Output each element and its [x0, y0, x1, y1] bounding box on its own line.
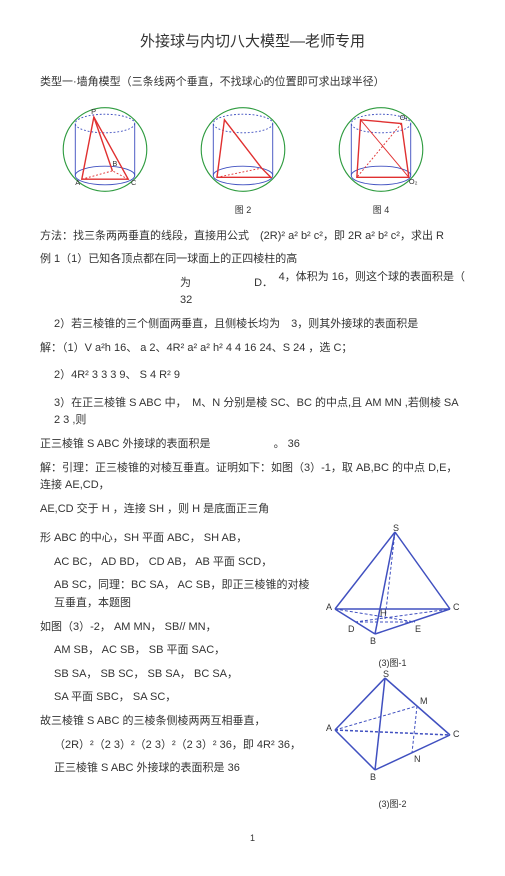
svg-text:D: D: [348, 624, 355, 634]
svg-text:P: P: [91, 107, 96, 116]
solution-3-intro: 解：引理：正三棱锥的对棱互垂直。证明如下：如图（3）-1，取 AB,BC 的中点…: [40, 460, 465, 495]
page-title: 外接球与内切八大模型—老师专用: [40, 30, 465, 54]
figure-label: (3)图-1: [320, 656, 465, 670]
solution-3-l4: AC BC， AD BD， CD AB， AB 平面 SCD，: [40, 554, 310, 572]
text: 。 36: [274, 438, 300, 450]
solution-3-l11: （2R）²（2 3）²（2 3）²（2 3）² 36，即 4R² 36，: [40, 737, 310, 755]
figure-4: O₁ O₂ 图 4: [316, 102, 446, 218]
solution-3-l9: SA 平面 SBC， SA SC，: [40, 689, 310, 707]
cylinder-figures-row: P A C B 图 2 O₁ O: [40, 102, 465, 218]
example-3-cont: 正三棱锥 S ABC 外接球的表面积是 。 36: [40, 436, 465, 454]
solution-3-l2: AE,CD 交于 H ，连接 SH ，则 H 是底面正三角: [40, 501, 465, 519]
svg-text:C: C: [453, 602, 460, 612]
svg-text:N: N: [414, 754, 421, 764]
solution-3-l8: SB SA， SB SC， SB SA， BC SA，: [40, 666, 310, 684]
svg-text:B: B: [370, 772, 376, 782]
page-number: 1: [40, 831, 465, 845]
svg-text:A: A: [326, 723, 332, 733]
solution-3-l6: 如图（3）-2， AM MN， SB// MN，: [40, 619, 310, 637]
solution-2: 2）4R² 3 3 3 9、 S 4 R² 9: [40, 367, 465, 385]
svg-text:C: C: [131, 177, 137, 186]
example-1-1: 例 1（1）已知各顶点都在同一球面上的正四棱柱的高 4，体积为 16，则这个球的…: [40, 251, 465, 269]
svg-text:E: E: [415, 624, 421, 634]
pyramid-diagram-icon: S A C B M N: [320, 670, 465, 790]
pyramid-diagram-icon: S A C B D E H: [320, 524, 465, 649]
svg-text:A: A: [326, 602, 332, 612]
example-1-2: 2）若三棱锥的三个侧面两垂直，且侧棱长均为 3，则其外接球的表面积是: [40, 316, 465, 334]
cylinder-diagram-icon: [178, 102, 308, 197]
text: 为: [180, 277, 191, 289]
svg-text:S: S: [383, 670, 389, 679]
cylinder-diagram-icon: P A C B: [40, 102, 170, 197]
pyramid-figures: S A C B D E H (3)图-1 S A C B M N (3)图: [320, 524, 465, 811]
intro-text: 类型一·墙角模型（三条线两个垂直，不找球心的位置即可求出球半径）: [40, 74, 465, 92]
solution-3-l7: AM SB， AC SB， SB 平面 SAC，: [40, 642, 310, 660]
figure-1: P A C B: [40, 102, 170, 218]
method-text: 方法：找三条两两垂直的线段，直接用公式 (2R)² a² b² c²，即 2R …: [40, 228, 465, 246]
svg-text:B: B: [370, 636, 376, 646]
svg-text:O₁: O₁: [400, 112, 409, 121]
solution-1: 解：（1）V a²h 16、 a 2、4R² a² a² h² 4 4 16 2…: [40, 340, 465, 358]
solution-3-l3: 形 ABC 的中心，SH 平面 ABC， SH AB，: [40, 530, 310, 548]
svg-text:M: M: [420, 696, 428, 706]
figure-label: 图 2: [178, 203, 308, 217]
text: D．32: [180, 277, 273, 307]
figure-label: 图 4: [316, 203, 446, 217]
example-3: 3）在正三棱锥 S ABC 中， M、N 分别是棱 SC、BC 的中点,且 AM…: [40, 395, 465, 430]
svg-text:B: B: [112, 159, 117, 168]
text: 正三棱锥 S ABC 外接球的表面积是: [40, 438, 211, 450]
figure-2: 图 2: [178, 102, 308, 218]
text: 例 1（1）已知各顶点都在同一球面上的正四棱柱的高: [40, 253, 297, 265]
svg-text:A: A: [75, 177, 80, 186]
solution-3-l10: 故三棱锥 S ABC 的三棱条侧棱两两互相垂直，: [40, 713, 310, 731]
svg-text:H: H: [380, 608, 387, 618]
cylinder-diagram-icon: O₁ O₂: [316, 102, 446, 197]
solution-3-l12: 正三棱锥 S ABC 外接球的表面积是 36: [40, 760, 310, 778]
figure-label: (3)图-2: [320, 797, 465, 811]
text: 4，体积为 16，则这个球的表面积是（: [279, 269, 465, 287]
svg-text:C: C: [453, 729, 460, 739]
solution-3-l5: AB SC，同理：BC SA， AC SB，即正三棱锥的对棱互垂直，本题图: [40, 577, 310, 612]
svg-text:O₂: O₂: [409, 176, 418, 185]
svg-text:S: S: [393, 524, 399, 533]
